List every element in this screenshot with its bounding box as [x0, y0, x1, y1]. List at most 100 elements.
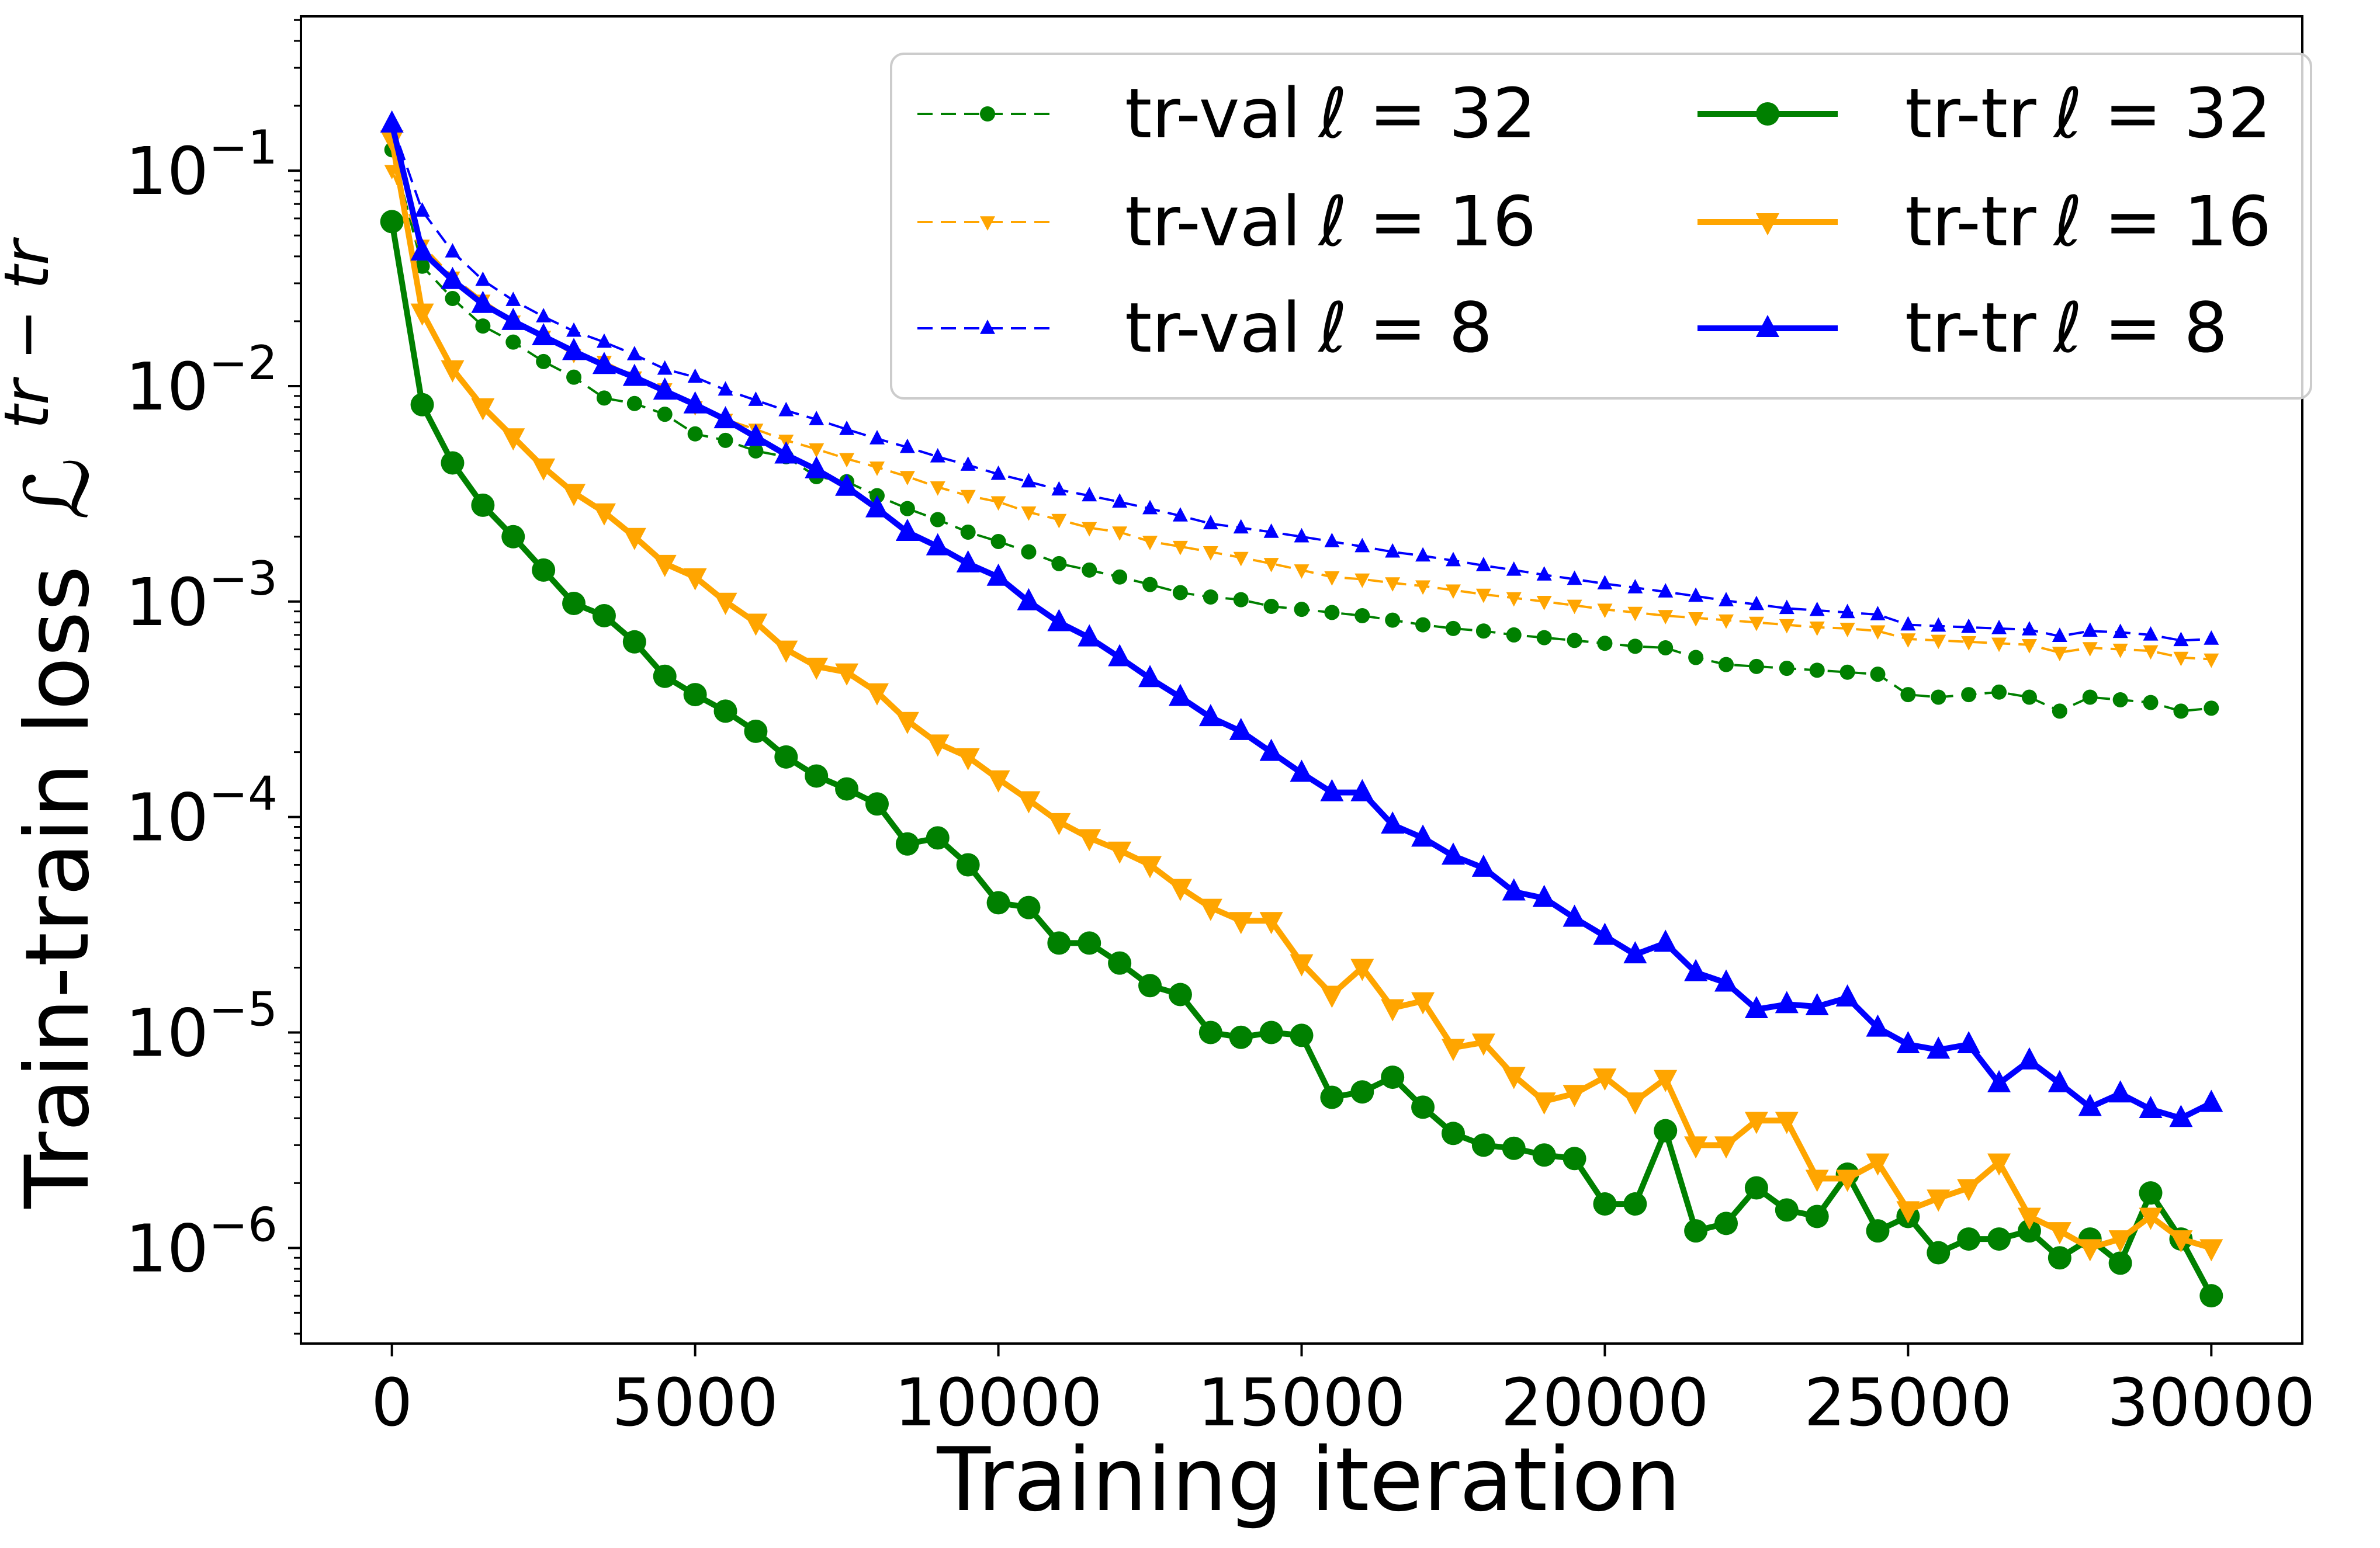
data-point — [414, 258, 430, 274]
data-point — [505, 334, 521, 350]
data-point — [1112, 493, 1128, 508]
legend-label: tr-val ℓ = 8 — [1125, 287, 1492, 368]
x-tick-label: 30000 — [2107, 1365, 2315, 1441]
data-point — [1047, 609, 1071, 631]
data-point — [1987, 1153, 2011, 1176]
data-point — [1866, 1219, 1890, 1243]
data-point — [1506, 627, 1522, 643]
data-point — [774, 441, 798, 464]
data-point — [805, 764, 829, 788]
data-point — [2108, 1080, 2132, 1103]
data-point — [1684, 1136, 1708, 1159]
data-point — [657, 360, 673, 375]
data-point — [622, 527, 646, 550]
data-point — [926, 826, 950, 850]
legend-item: tr-val ℓ = 32 — [917, 73, 1536, 154]
data-point — [1233, 592, 1249, 608]
data-point — [1654, 1070, 1678, 1092]
data-point — [1714, 969, 1738, 992]
data-point — [1506, 592, 1522, 607]
data-point — [2112, 643, 2128, 658]
legend-item: tr-val ℓ = 16 — [917, 181, 1536, 262]
data-point — [869, 430, 885, 445]
data-point — [774, 640, 798, 663]
data-point — [1593, 922, 1617, 945]
data-point — [410, 238, 434, 261]
data-point — [1445, 620, 1461, 636]
series-5 — [380, 110, 2223, 1127]
y-tick-label: 10−1 — [126, 120, 278, 210]
data-point — [592, 603, 616, 627]
data-point — [1168, 683, 1192, 706]
data-point — [501, 525, 525, 549]
data-point — [1532, 1143, 1556, 1167]
data-point — [1051, 481, 1067, 496]
data-point — [1350, 1080, 1374, 1104]
data-point — [410, 393, 434, 416]
data-point — [1445, 551, 1461, 567]
data-point — [1441, 1039, 1465, 1061]
data-point — [1381, 999, 1405, 1022]
data-point — [1471, 1033, 1495, 1056]
data-point — [1839, 603, 1855, 619]
data-point — [1290, 1023, 1314, 1047]
data-point — [2173, 703, 2189, 719]
data-point — [713, 406, 737, 429]
y-axis-label: Train-train loss ℒ tr − tr — [0, 237, 109, 1209]
data-point — [1748, 595, 1764, 610]
legend-label-equation: ℓ = 8 — [2053, 287, 2228, 368]
data-point — [2112, 623, 2128, 638]
data-point — [532, 558, 556, 582]
data-point — [1991, 619, 2007, 634]
data-point — [839, 421, 855, 435]
data-point — [1203, 515, 1218, 530]
data-point — [2143, 695, 2159, 710]
data-point — [1502, 1136, 1526, 1160]
data-point — [2204, 700, 2219, 716]
data-point — [1957, 1179, 1981, 1202]
data-point — [1259, 1021, 1283, 1044]
data-point — [441, 266, 465, 289]
data-point — [899, 501, 915, 516]
legend-label-prefix: tr-val — [1125, 181, 1301, 262]
data-point — [1623, 1092, 1647, 1115]
data-point — [960, 490, 976, 505]
data-point — [835, 663, 859, 686]
data-point — [1290, 954, 1314, 977]
data-point — [1987, 1227, 2011, 1251]
data-point — [1658, 640, 1674, 655]
data-point — [1900, 616, 1916, 631]
y-tick-exponent: −6 — [209, 1198, 278, 1252]
data-point — [1684, 1219, 1708, 1243]
data-point — [622, 630, 646, 654]
data-point — [930, 512, 945, 527]
data-point — [930, 481, 945, 496]
data-point — [1471, 1133, 1495, 1157]
y-tick-base: 10 — [126, 565, 209, 641]
data-point — [592, 503, 616, 526]
data-point — [1927, 1189, 1951, 1212]
data-point — [596, 390, 612, 406]
data-point — [809, 411, 824, 425]
data-point — [1744, 995, 1768, 1018]
data-point — [1900, 633, 1916, 648]
data-point — [1567, 633, 1582, 648]
data-point — [1835, 984, 1859, 1006]
legend-label: tr-tr ℓ = 32 — [1905, 73, 2271, 154]
data-point — [1775, 1198, 1799, 1222]
data-point — [1142, 499, 1158, 515]
y-tick-label: 10−6 — [126, 1198, 278, 1287]
data-point — [1441, 1122, 1465, 1146]
data-point — [1138, 856, 1162, 879]
data-point — [899, 471, 915, 485]
legend-label-equation: ℓ = 8 — [1318, 287, 1493, 368]
data-point — [2052, 627, 2067, 642]
data-point — [1017, 588, 1041, 610]
data-point — [2169, 1105, 2193, 1127]
series-4 — [380, 130, 2223, 1262]
data-point — [865, 495, 889, 518]
data-point — [1324, 533, 1340, 547]
data-point — [1471, 854, 1495, 877]
data-point — [1051, 556, 1067, 571]
